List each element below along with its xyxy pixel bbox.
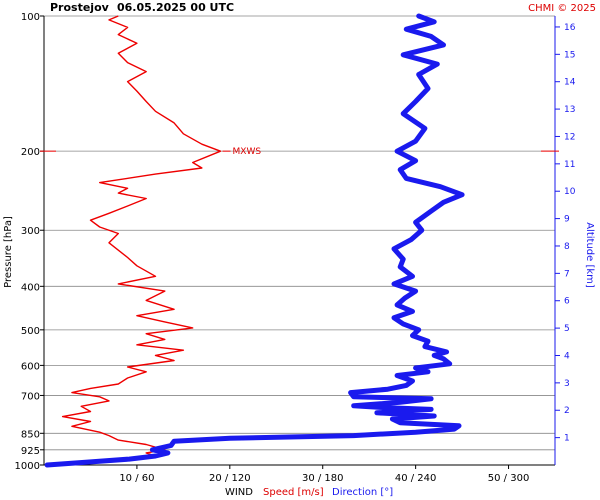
wind-tick-label-3: 30 / 180 [302,473,344,484]
pressure-tick-label-200: 200 [21,147,40,158]
altitude-tick-label-11: 11 [564,160,575,170]
altitude-tick-label-2: 2 [564,406,570,416]
direction-series-line [44,13,465,468]
wind-tick-label-5: 50 / 300 [488,473,530,484]
altitude-tick-label-9: 9 [564,215,570,225]
speed-axis-label: Speed [m/s] [263,487,324,498]
altitude-tick-label-10: 10 [564,187,576,197]
altitude-tick-label-3: 3 [564,379,570,389]
pressure-gridlines [44,15,555,451]
altitude-tick-label-16: 16 [564,23,576,33]
altitude-tick-label-4: 4 [564,351,570,361]
altitude-tick-label-8: 8 [564,242,570,252]
sounding-datetime: 06.05.2025 00 UTC [117,1,234,14]
wind-axis-ticks: 10 / 60 20 / 120 30 / 180 40 / 240 50 / 300 [119,465,529,484]
wind-tick-label-4: 40 / 240 [395,473,437,484]
altitude-axis-label: Altitude [km] [584,222,595,288]
pressure-tick-label-300: 300 [21,226,40,237]
copyright-credit: CHMI © 2025 [528,3,596,14]
pressure-axis-label: Pressure [hPa] [3,216,14,288]
pressure-axis-ticks: 100 200 300 400 500 600 700 850 925 1000 [15,12,44,472]
altitude-tick-label-1: 1 [564,434,570,444]
speed-series-line [48,15,222,466]
wind-tick-label-1: 10 / 60 [119,473,154,484]
altitude-tick-label-13: 13 [564,105,575,115]
altitude-tick-label-7: 7 [564,269,570,279]
pressure-tick-label-850: 850 [21,429,40,440]
pressure-tick-label-925: 925 [21,446,40,457]
pressure-tick-label-100: 100 [21,12,40,23]
wind-profile-series [44,13,465,468]
pressure-tick-label-700: 700 [21,391,40,402]
altitude-tick-label-6: 6 [564,297,570,307]
altitude-tick-label-14: 14 [564,78,576,88]
direction-axis-label: Direction [°] [332,487,393,498]
pressure-tick-label-600: 600 [21,361,40,372]
altitude-tick-label-15: 15 [564,50,575,60]
pressure-tick-label-400: 400 [21,282,40,293]
mxws-label: MXWS [233,147,262,157]
pressure-tick-label-500: 500 [21,326,40,337]
wind-tick-label-2: 20 / 120 [209,473,251,484]
mxws-marker: MXWS [40,147,559,157]
altitude-tick-label-12: 12 [564,132,575,142]
altitude-tick-label-5: 5 [564,324,570,334]
wind-axis-prefix: WIND [225,487,253,498]
pressure-tick-label-1000: 1000 [15,461,40,472]
station-name: Prostejov [50,1,110,14]
